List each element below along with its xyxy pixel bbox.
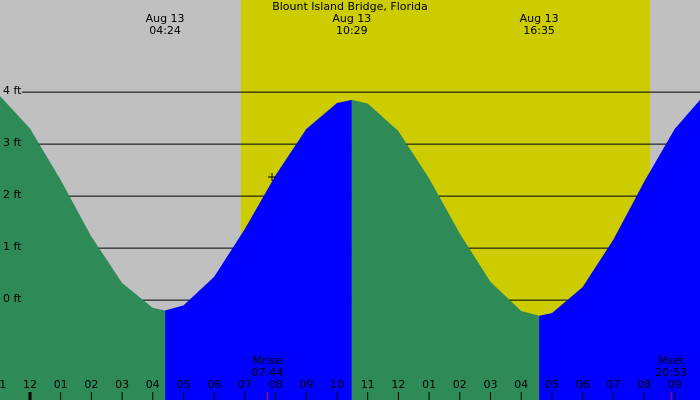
x-tick-label: 11	[0, 378, 6, 391]
tide-area	[0, 95, 166, 400]
x-tick-label: 03	[484, 378, 498, 391]
moon-label: Mset	[658, 354, 685, 367]
extreme-time: 10:29	[336, 24, 368, 37]
x-tick-label: 02	[84, 378, 98, 391]
chart-title: Blount Island Bridge, Florida	[272, 0, 428, 13]
y-tick-label: 2 ft	[3, 188, 22, 201]
x-tick-label: 03	[115, 378, 129, 391]
moon-time: 07:44	[252, 366, 284, 379]
x-tick-label: 09	[299, 378, 313, 391]
extreme-time: 04:24	[149, 24, 181, 37]
x-tick-label: 09	[668, 378, 682, 391]
tide-area	[351, 99, 540, 400]
moon-time: 20:53	[655, 366, 687, 379]
x-tick-label: 06	[576, 378, 590, 391]
x-tick-label: 07	[606, 378, 620, 391]
x-tick-label: 12	[391, 378, 405, 391]
extreme-date: Aug 13	[332, 12, 371, 25]
extreme-date: Aug 13	[146, 12, 185, 25]
x-tick-label: 01	[422, 378, 436, 391]
tide-area	[165, 99, 352, 400]
x-tick-label: 04	[514, 378, 528, 391]
x-tick-label: 05	[545, 378, 559, 391]
tide-area	[539, 99, 700, 400]
x-tick-label: 11	[361, 378, 375, 391]
x-tick-label: 08	[637, 378, 651, 391]
x-tick-label: 07	[238, 378, 252, 391]
x-tick-label: 04	[146, 378, 160, 391]
y-tick-label: 0 ft	[3, 292, 22, 305]
x-tick-label: 01	[54, 378, 68, 391]
y-tick-label: 3 ft	[3, 136, 22, 149]
extreme-date: Aug 13	[520, 12, 559, 25]
x-tick-label: 10	[330, 378, 344, 391]
marker-cross	[268, 173, 276, 181]
y-tick-label: 1 ft	[3, 240, 22, 253]
x-tick-label: 02	[453, 378, 467, 391]
extreme-time: 16:35	[523, 24, 555, 37]
x-tick-label: 08	[269, 378, 283, 391]
x-tick-label: 05	[176, 378, 190, 391]
x-tick-label: 12	[23, 378, 37, 391]
moon-label: Mrise	[253, 354, 283, 367]
x-tick-label: 06	[207, 378, 221, 391]
y-tick-label: 4 ft	[3, 84, 22, 97]
